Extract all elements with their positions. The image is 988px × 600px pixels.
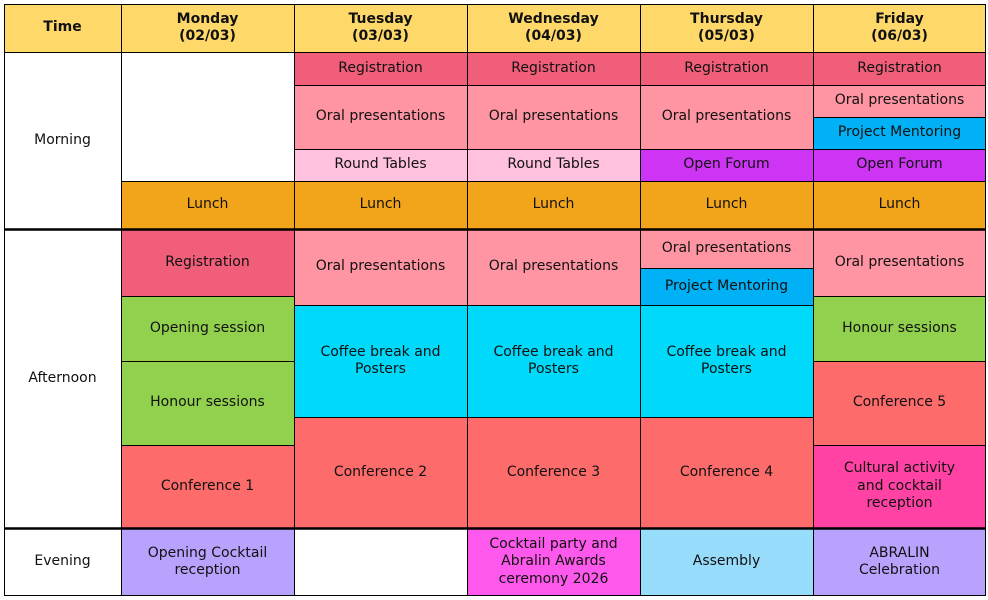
wednesday-oral-presentations: Oral presentations bbox=[467, 85, 640, 149]
thursday-coffee-posters: Coffee break and Posters bbox=[640, 305, 813, 417]
friday-oral-presentations: Oral presentations bbox=[813, 85, 986, 117]
wednesday-afternoon-oral: Oral presentations bbox=[467, 229, 640, 305]
friday-registration: Registration bbox=[813, 52, 986, 85]
wednesday-conference-3: Conference 3 bbox=[467, 417, 640, 528]
monday-registration: Registration bbox=[121, 229, 294, 296]
header-friday: Friday (06/03) bbox=[813, 4, 986, 52]
tuesday-registration: Registration bbox=[294, 52, 467, 85]
monday-opening-session: Opening session bbox=[121, 296, 294, 361]
thursday-project-mentoring: Project Mentoring bbox=[640, 268, 813, 305]
wednesday-coffee-posters: Coffee break and Posters bbox=[467, 305, 640, 417]
tuesday-conference-2: Conference 2 bbox=[294, 417, 467, 528]
thursday-registration: Registration bbox=[640, 52, 813, 85]
monday-honour-sessions: Honour sessions bbox=[121, 361, 294, 445]
thursday-afternoon-oral: Oral presentations bbox=[640, 229, 813, 268]
tuesday-afternoon-oral: Oral presentations bbox=[294, 229, 467, 305]
monday-lunch: Lunch bbox=[121, 181, 294, 229]
friday-lunch: Lunch bbox=[813, 181, 986, 229]
period-evening: Evening bbox=[4, 528, 121, 596]
monday-opening-cocktail: Opening Cocktail reception bbox=[121, 528, 294, 596]
friday-cultural-activity: Cultural activity and cocktail reception bbox=[813, 445, 986, 528]
header-wednesday: Wednesday (04/03) bbox=[467, 4, 640, 52]
monday-conference-1: Conference 1 bbox=[121, 445, 294, 528]
friday-open-forum: Open Forum bbox=[813, 149, 986, 181]
period-afternoon: Afternoon bbox=[4, 229, 121, 528]
monday-morning-empty bbox=[121, 52, 294, 181]
friday-project-mentoring: Project Mentoring bbox=[813, 117, 986, 149]
header-tuesday: Tuesday (03/03) bbox=[294, 4, 467, 52]
thursday-assembly: Assembly bbox=[640, 528, 813, 596]
header-thursday: Thursday (05/03) bbox=[640, 4, 813, 52]
tuesday-oral-presentations: Oral presentations bbox=[294, 85, 467, 149]
friday-afternoon-oral: Oral presentations bbox=[813, 229, 986, 296]
thursday-conference-4: Conference 4 bbox=[640, 417, 813, 528]
tuesday-evening-empty bbox=[294, 528, 467, 596]
tuesday-round-tables: Round Tables bbox=[294, 149, 467, 181]
period-morning: Morning bbox=[4, 52, 121, 229]
thursday-open-forum: Open Forum bbox=[640, 149, 813, 181]
tuesday-coffee-posters: Coffee break and Posters bbox=[294, 305, 467, 417]
friday-conference-5: Conference 5 bbox=[813, 361, 986, 445]
tuesday-lunch: Lunch bbox=[294, 181, 467, 229]
wednesday-awards-ceremony: Cocktail party and Abralin Awards ceremo… bbox=[467, 528, 640, 596]
wednesday-registration: Registration bbox=[467, 52, 640, 85]
header-time: Time bbox=[4, 4, 121, 52]
thursday-lunch: Lunch bbox=[640, 181, 813, 229]
friday-honour-sessions: Honour sessions bbox=[813, 296, 986, 361]
wednesday-round-tables: Round Tables bbox=[467, 149, 640, 181]
header-monday: Monday (02/03) bbox=[121, 4, 294, 52]
wednesday-lunch: Lunch bbox=[467, 181, 640, 229]
thursday-oral-presentations: Oral presentations bbox=[640, 85, 813, 149]
friday-abralin-celebration: ABRALIN Celebration bbox=[813, 528, 986, 596]
